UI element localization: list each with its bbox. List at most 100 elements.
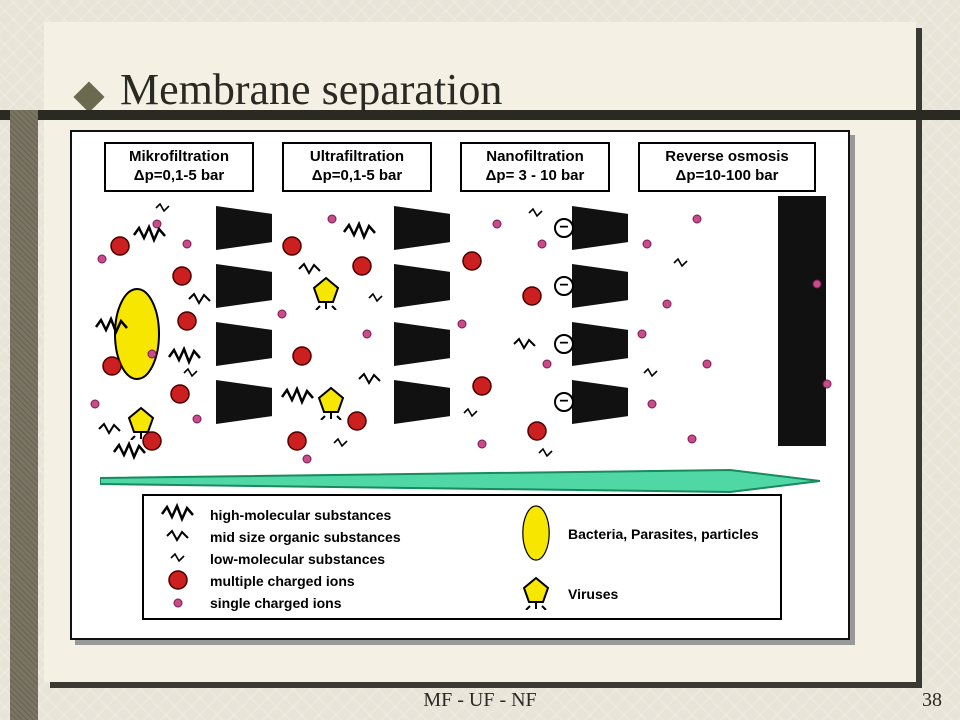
mid-mol-icon xyxy=(297,261,323,282)
multi-ion-icon xyxy=(527,421,547,446)
single-ion-icon xyxy=(90,396,100,414)
footer-text: MF - UF - NF xyxy=(0,689,960,712)
barrier-segment xyxy=(394,380,450,424)
low-mol-icon xyxy=(527,206,545,224)
multi-ion-icon xyxy=(462,251,482,276)
legend-row: Bacteria, Parasites, particles xyxy=(514,504,764,564)
barrier-segment xyxy=(216,264,272,308)
negative-charge-icon: − xyxy=(554,276,574,296)
low-mol-icon xyxy=(367,291,385,309)
barrier-segment xyxy=(216,380,272,424)
low-mol-icon xyxy=(169,551,187,567)
legend-row: low-molecular substances xyxy=(156,548,476,570)
single-ion-icon xyxy=(662,296,672,314)
single-ion-icon xyxy=(642,236,652,254)
column-header-2: NanofiltrationΔp= 3 - 10 bar xyxy=(460,142,610,192)
single-ion-icon xyxy=(687,431,697,449)
high-mol-icon xyxy=(94,316,130,343)
multi-ion-icon xyxy=(522,286,542,311)
mid-mol-icon xyxy=(187,291,213,312)
single-ion-icon xyxy=(147,346,157,364)
legend-row: multiple charged ions xyxy=(156,570,476,592)
diagram-area: −−−− xyxy=(82,196,838,456)
negative-charge-icon: − xyxy=(554,392,574,412)
low-mol-icon xyxy=(154,201,172,219)
virus-icon xyxy=(317,386,345,425)
legend-row: mid size organic substances xyxy=(156,526,476,548)
single-ion-icon xyxy=(647,396,657,414)
flow-arrow-icon xyxy=(100,468,820,494)
high-mol-icon xyxy=(280,386,316,413)
virus-icon xyxy=(522,576,550,613)
legend-label: single charged ions xyxy=(210,595,341,611)
horizontal-bar xyxy=(0,110,960,120)
multi-ion-icon xyxy=(168,570,188,593)
high-mol-icon xyxy=(342,221,378,248)
multi-ion-icon xyxy=(352,256,372,281)
multi-ion-icon xyxy=(177,311,197,336)
high-mol-icon xyxy=(160,503,196,528)
single-ion-icon xyxy=(173,595,183,611)
barrier-segment xyxy=(394,322,450,366)
legend-row: Viruses xyxy=(514,564,764,624)
low-mol-icon xyxy=(332,436,350,454)
barrier-segment xyxy=(216,322,272,366)
low-mol-icon xyxy=(182,366,200,384)
single-ion-icon xyxy=(537,236,547,254)
single-ion-icon xyxy=(492,216,502,234)
legend-row: high-molecular substances xyxy=(156,504,476,526)
bacteria-icon xyxy=(521,504,551,565)
single-ion-icon xyxy=(477,436,487,454)
single-ion-icon xyxy=(182,236,192,254)
multi-ion-icon xyxy=(172,266,192,291)
barrier-segment xyxy=(572,264,628,308)
single-ion-icon xyxy=(302,451,312,469)
low-mol-icon xyxy=(462,406,480,424)
single-ion-icon xyxy=(702,356,712,374)
single-ion-icon xyxy=(327,211,337,229)
barrier-segment xyxy=(572,380,628,424)
multi-ion-icon xyxy=(102,356,122,381)
barrier-segment xyxy=(394,264,450,308)
column-header-3: Reverse osmosisΔp=10-100 bar xyxy=(638,142,816,192)
single-ion-icon xyxy=(822,376,832,394)
barrier-segment xyxy=(572,322,628,366)
single-ion-icon xyxy=(192,411,202,429)
diagram-figure: MikrofiltrationΔp=0,1-5 bar Ultrafiltrati… xyxy=(70,130,850,640)
single-ion-icon xyxy=(812,276,822,294)
barrier-segment xyxy=(216,206,272,250)
vertical-bar xyxy=(10,110,38,720)
page-number: 38 xyxy=(922,689,942,712)
legend-box: high-molecular substances mid size organi… xyxy=(142,494,782,620)
single-ion-icon xyxy=(542,356,552,374)
multi-ion-icon xyxy=(472,376,492,401)
single-ion-icon xyxy=(362,326,372,344)
high-mol-icon xyxy=(132,224,168,251)
column-header-1: UltrafiltrationΔp=0,1-5 bar xyxy=(282,142,432,192)
legend-row: single charged ions xyxy=(156,592,476,614)
high-mol-icon xyxy=(112,441,148,468)
barrier-solid xyxy=(778,196,826,446)
mid-mol-icon xyxy=(97,421,123,442)
legend-label: high-molecular substances xyxy=(210,507,391,523)
negative-charge-icon: − xyxy=(554,334,574,354)
title-bullet xyxy=(73,81,104,112)
single-ion-icon xyxy=(457,316,467,334)
column-header-0: MikrofiltrationΔp=0,1-5 bar xyxy=(104,142,254,192)
barrier-segment xyxy=(572,206,628,250)
mid-mol-icon xyxy=(512,336,538,357)
legend-label: mid size organic substances xyxy=(210,529,401,545)
low-mol-icon xyxy=(537,446,555,464)
legend-label: Viruses xyxy=(568,586,618,602)
multi-ion-icon xyxy=(170,384,190,409)
legend-label: low-molecular substances xyxy=(210,551,385,567)
barrier-segment xyxy=(394,206,450,250)
low-mol-icon xyxy=(672,256,690,274)
single-ion-icon xyxy=(277,306,287,324)
single-ion-icon xyxy=(692,211,702,229)
mid-mol-icon xyxy=(357,371,383,392)
multi-ion-icon xyxy=(347,411,367,436)
legend-label: multiple charged ions xyxy=(210,573,355,589)
multi-ion-icon xyxy=(110,236,130,261)
multi-ion-icon xyxy=(282,236,302,261)
